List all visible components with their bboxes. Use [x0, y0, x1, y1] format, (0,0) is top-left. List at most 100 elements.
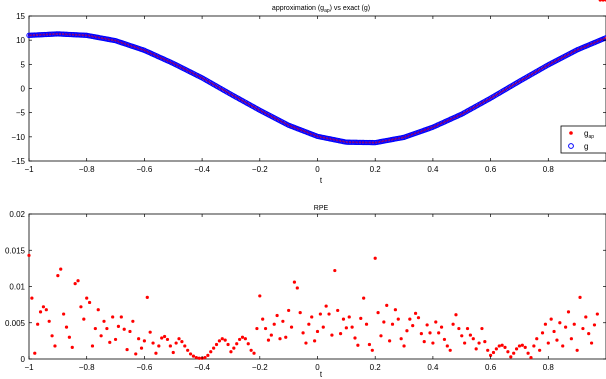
data-point-rpe [284, 335, 288, 339]
data-point-rpe [581, 326, 585, 331]
data-point-rpe [90, 344, 95, 348]
data-point-rpe [549, 317, 553, 321]
data-point-rpe [206, 353, 210, 357]
data-point-rpe [64, 325, 69, 329]
data-point-rpe [191, 354, 196, 358]
data-point-rpe [116, 324, 121, 328]
data-point-rpe [313, 339, 317, 343]
legend-marker-g [568, 143, 574, 149]
data-point-rpe [546, 341, 550, 345]
data-point-rpe [486, 348, 490, 352]
y-tick-label: 0 [21, 355, 26, 364]
data-point-rpe [379, 334, 383, 338]
data-point-rpe [491, 350, 496, 355]
data-point-rpe [333, 268, 337, 273]
panel-title-approximation: approximation (gap) vs exact (g) [272, 5, 370, 14]
data-point-rpe [517, 344, 522, 348]
data-point-rpe [232, 346, 236, 350]
panel-title-rpe: RPE [314, 205, 329, 212]
data-point-rpe [503, 345, 507, 349]
y-tick-label: 0.005 [5, 319, 26, 328]
data-point-rpe [431, 341, 435, 345]
data-point-rpe [592, 323, 597, 327]
x-tick-label: 0.8 [543, 165, 555, 174]
data-point-rpe [162, 334, 167, 339]
data-point-rpe [356, 343, 360, 347]
data-point-rpe [44, 308, 48, 312]
data-point-rpe [171, 350, 175, 355]
data-point-rpe [514, 347, 519, 351]
data-point-rpe [220, 337, 224, 341]
data-point-rpe [289, 325, 294, 329]
data-point-rpe [344, 326, 348, 330]
data-point-rpe [454, 313, 458, 317]
x-tick-label: 0.6 [485, 363, 497, 372]
x-axis-label: t [320, 370, 323, 379]
data-point-rpe [347, 315, 351, 319]
data-point-rpe [364, 322, 369, 326]
data-point-rpe [448, 348, 452, 352]
data-point-rpe [238, 337, 242, 342]
x-tick-label: −1 [24, 363, 34, 372]
x-tick-label: 0 [315, 165, 320, 174]
data-point-rpe [272, 322, 276, 326]
data-point-rpe [494, 347, 498, 351]
data-point-rpe [434, 320, 438, 324]
data-point-rpe [139, 346, 144, 350]
data-point-rpe [304, 341, 308, 345]
data-point-rpe [468, 333, 473, 337]
data-point-rpe [194, 355, 198, 360]
data-point-rpe [186, 348, 190, 352]
data-point-rpe [558, 321, 562, 325]
data-point-rpe [587, 332, 591, 336]
data-point-rpe [102, 319, 106, 323]
data-point-rpe [321, 325, 325, 329]
data-point-rpe [595, 312, 599, 316]
data-point-rpe [439, 325, 444, 329]
data-point-rpe [367, 342, 372, 347]
data-point-rpe [255, 326, 259, 331]
data-point-rpe [552, 329, 556, 334]
data-point-rpe [370, 348, 374, 352]
y-tick-label: −5 [16, 109, 26, 118]
data-point-rpe [543, 322, 548, 326]
x-tick-label: −1 [24, 165, 34, 174]
data-point-rpe [99, 334, 103, 338]
data-point-rpe [76, 279, 80, 283]
x-tick-label: −0.6 [137, 363, 153, 372]
data-point-rpe [157, 344, 161, 348]
data-point-rpe [36, 322, 40, 326]
data-point-rpe [307, 322, 311, 326]
data-point-rpe [500, 343, 504, 347]
data-point-rpe [578, 295, 582, 299]
data-point-rpe [399, 337, 403, 341]
data-point-rpe [520, 343, 524, 347]
data-point-rpe [119, 315, 123, 319]
data-point-rpe [113, 337, 118, 342]
data-point-rpe [350, 325, 354, 329]
data-point-rpe [177, 337, 181, 341]
data-point-rpe [87, 300, 92, 305]
data-point-rpe [62, 312, 66, 316]
data-point-rpe [564, 325, 568, 329]
x-tick-label: 0.6 [485, 165, 497, 174]
data-point-rpe [226, 342, 230, 347]
legend-box [560, 125, 606, 154]
data-point-rpe [281, 319, 285, 323]
x-tick-label: −0.2 [252, 363, 268, 372]
data-point-rpe [390, 322, 395, 326]
data-point-rpe [122, 327, 126, 331]
data-point-rpe [137, 337, 141, 341]
data-point-rpe [67, 335, 71, 339]
data-point-rpe [512, 351, 516, 355]
data-point-rpe [338, 332, 343, 336]
y-tick-label: 10 [16, 36, 25, 45]
data-point-rpe [341, 317, 346, 321]
data-point-rpe [382, 320, 386, 324]
data-point-rpe [376, 311, 380, 315]
y-tick-label: −15 [11, 157, 25, 166]
data-point-rpe [246, 342, 250, 346]
data-point-rpe [540, 331, 545, 335]
data-point-rpe [402, 344, 406, 348]
x-tick-label: −0.4 [194, 165, 210, 174]
